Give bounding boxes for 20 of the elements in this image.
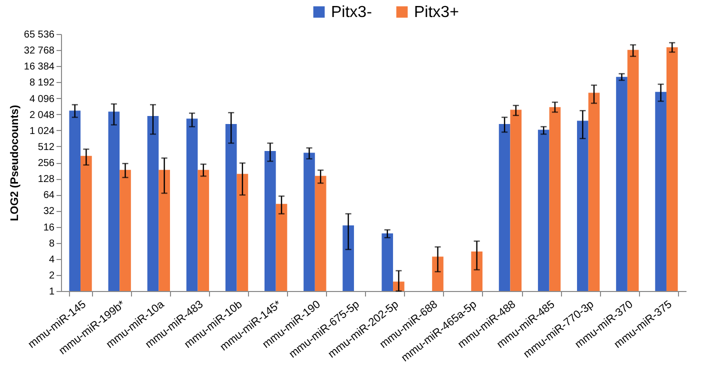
y-tick-label: 1 024 [29, 126, 55, 137]
y-tick-label: 8 [48, 238, 55, 250]
y-tick-label: 64 [43, 190, 55, 202]
legend-label: Pitx3+ [414, 4, 459, 21]
y-tick-label: 256 [38, 158, 55, 169]
y-axis-title: LOG2 (Pseudocounts) [8, 104, 21, 222]
y-tick-label: 8 192 [29, 78, 55, 89]
legend-label: Pitx3- [331, 4, 372, 21]
y-tick-label: 4 [48, 254, 55, 266]
y-tick-label: 2 048 [29, 110, 55, 121]
y-tick-label: 2 [48, 270, 55, 282]
y-tick-label: 128 [38, 174, 55, 186]
y-tick-label: 512 [38, 142, 55, 153]
y-tick-label: 32 [43, 206, 55, 218]
y-tick-label: 1 [48, 286, 55, 298]
y-tick-label: 16 [43, 222, 55, 234]
y-tick-label: 4 096 [29, 94, 55, 105]
y-tick-label: 65 536 [24, 30, 55, 40]
y-tick-label: 32 768 [24, 46, 55, 57]
y-tick-label: 16 384 [24, 62, 55, 73]
